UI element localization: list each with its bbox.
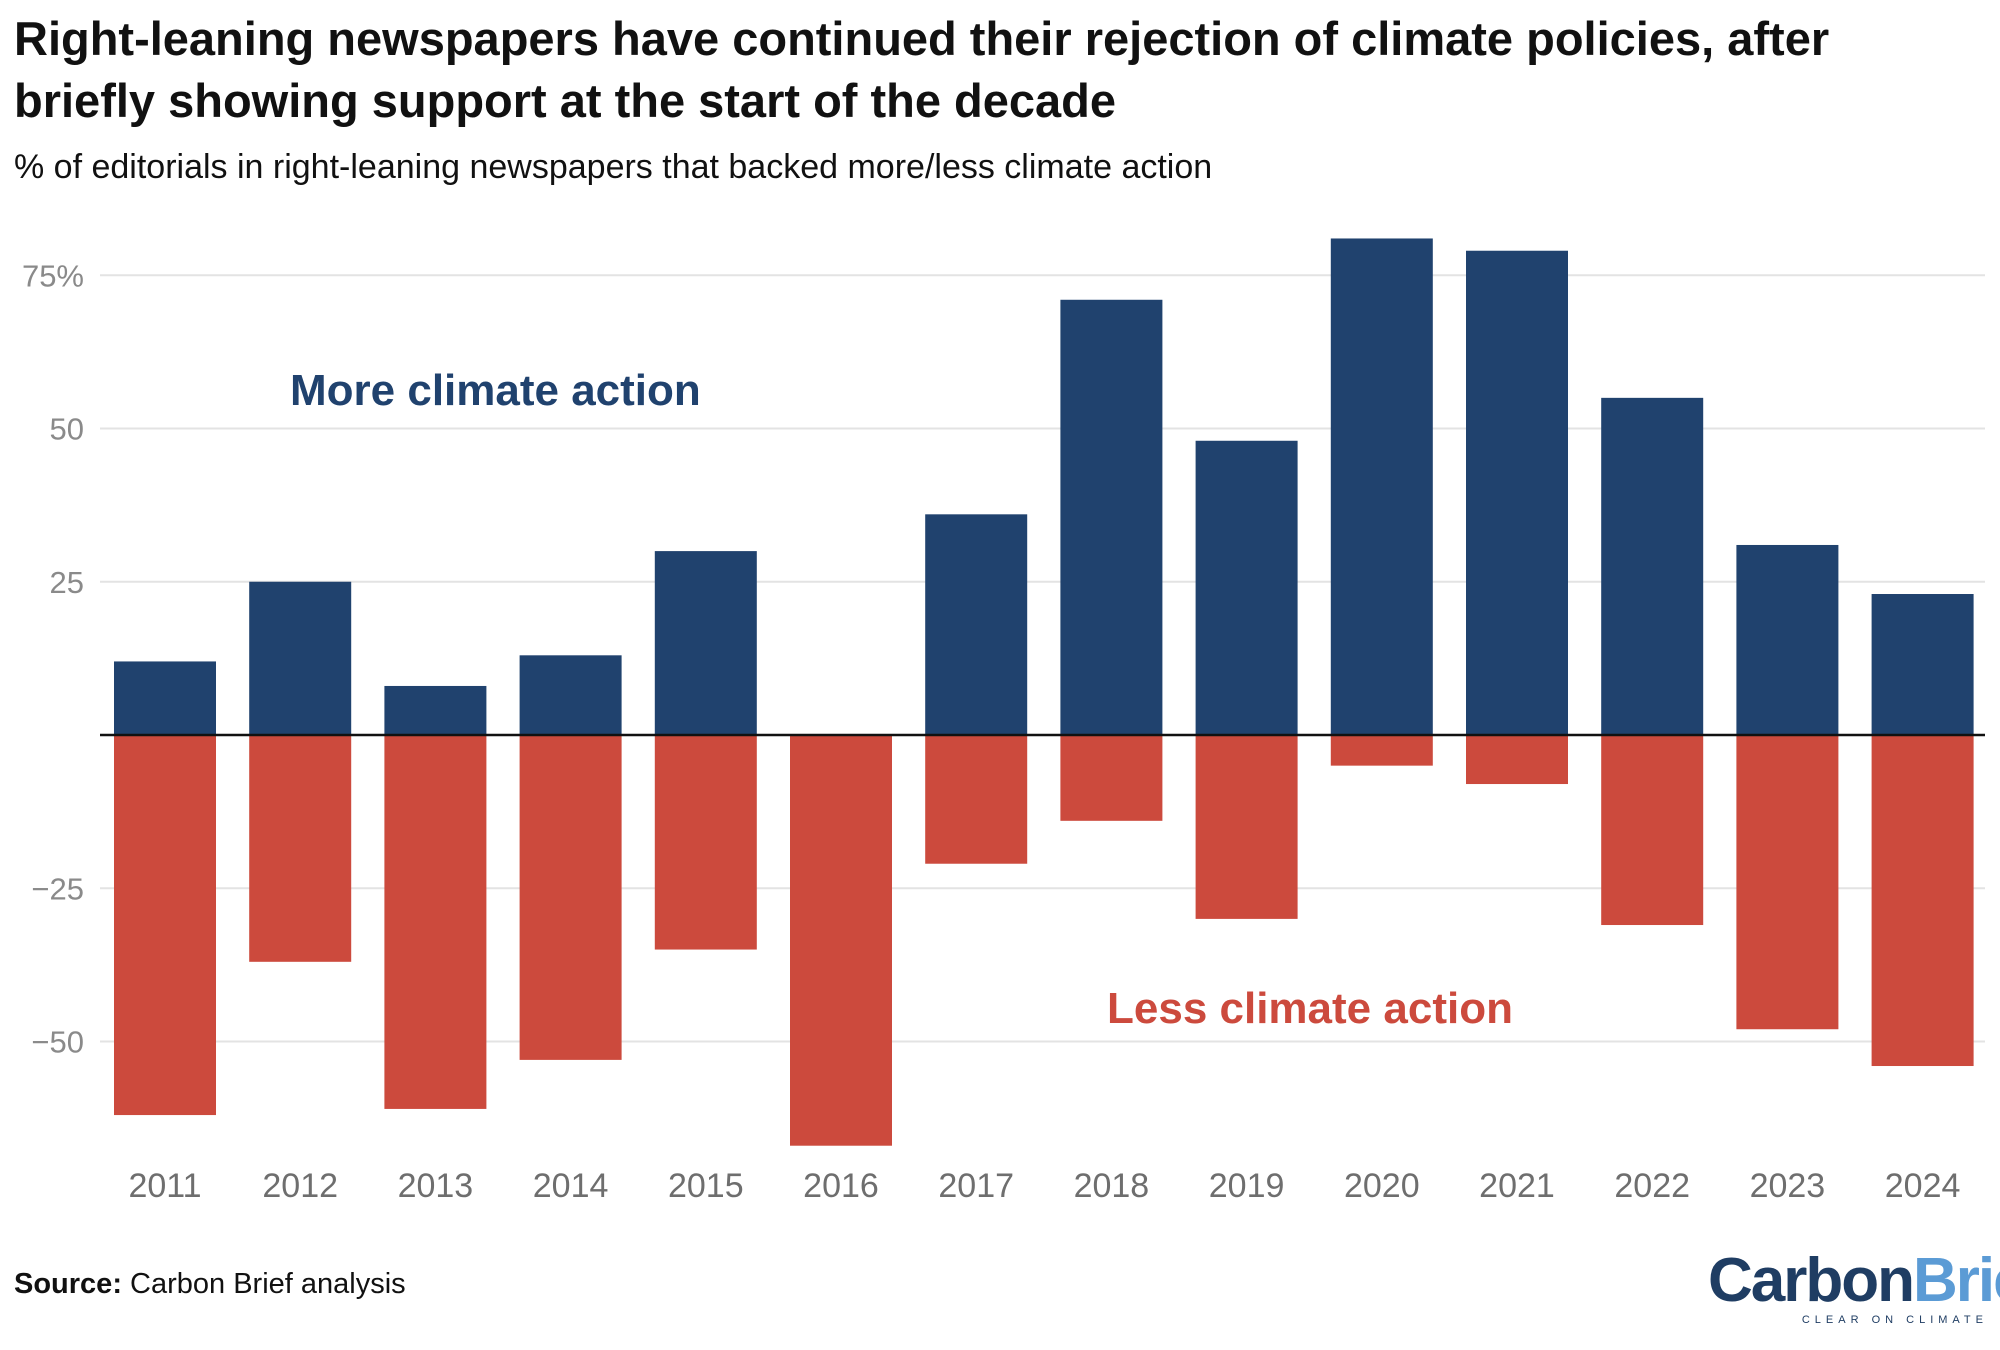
bar-more-2022 (1601, 397, 1704, 735)
x-tick-label: 2022 (1614, 1167, 1690, 1205)
bar-less-2018 (1060, 735, 1163, 821)
y-tick-label: 25 (50, 565, 84, 600)
bar-less-2022 (1601, 735, 1704, 926)
bar-more-2020 (1330, 238, 1433, 735)
logo-tagline: CLEAR ON CLIMATE (1801, 1314, 1988, 1326)
source-note: Source: Carbon Brief analysis (14, 1268, 406, 1301)
x-tick-label: 2020 (1344, 1167, 1420, 1205)
bar-more-2018 (1060, 299, 1163, 735)
bar-less-2023 (1736, 735, 1839, 1030)
x-tick-label: 2018 (1074, 1167, 1150, 1205)
bar-less-2014 (519, 735, 622, 1060)
bar-more-2011 (114, 661, 216, 735)
x-tick-label: 2021 (1479, 1167, 1555, 1205)
bar-more-2013 (384, 685, 487, 735)
bar-less-2017 (925, 735, 1028, 864)
axes: 75% 50 25 −25 −50 2011 2012 2013 2014 2015 2016 201… (22, 258, 1985, 1205)
y-tick-label: 50 (50, 412, 84, 447)
y-tick-label: −50 (31, 1025, 84, 1060)
x-tick-label: 2019 (1209, 1167, 1285, 1205)
bar-chart: 75% 50 25 −25 −50 2011 2012 2013 2014 2015 2016 201… (22, 238, 1985, 1205)
chart-title: Right-leaning newspapers have continued … (14, 12, 1830, 127)
logo-brief: Brief (1913, 1246, 2000, 1315)
bar-less-2024 (1871, 735, 1974, 1067)
x-tick-label: 2024 (1885, 1167, 1961, 1205)
bar-less-2011 (114, 735, 216, 1116)
x-tick-label: 2017 (938, 1167, 1014, 1205)
source-text: Carbon Brief analysis (130, 1268, 406, 1300)
bar-less-2020 (1330, 735, 1433, 766)
bar-more-2017 (925, 514, 1028, 735)
chart-subtitle: % of editorials in right-leaning newspap… (14, 148, 1213, 186)
bar-more-2021 (1466, 250, 1568, 736)
bar-less-2016 (790, 735, 892, 1146)
bars (114, 238, 1974, 1146)
labels: More climate action Less climate action (290, 366, 1513, 1033)
x-tick-label: 2015 (668, 1167, 744, 1205)
x-tick-label: 2012 (262, 1167, 338, 1205)
x-tick-label: 2016 (803, 1167, 879, 1205)
x-tick-label: 2011 (128, 1167, 201, 1205)
x-tick-label: 2023 (1750, 1167, 1826, 1205)
bar-less-2015 (654, 735, 757, 950)
bar-more-2024 (1871, 594, 1974, 735)
x-tick-label: 2013 (398, 1167, 474, 1205)
bar-more-2023 (1736, 544, 1839, 735)
bar-less-2013 (384, 735, 487, 1109)
bar-more-2012 (249, 581, 352, 735)
bar-less-2021 (1466, 735, 1568, 785)
bar-less-2012 (249, 735, 352, 962)
y-tick-label: −25 (31, 871, 84, 906)
y-tick-label: 75% (22, 258, 84, 293)
annotation-more: More climate action (290, 366, 701, 415)
bar-more-2019 (1195, 440, 1298, 735)
logo-carbon: Carbon (1708, 1246, 1915, 1315)
annotation-less: Less climate action (1107, 984, 1513, 1033)
bar-more-2014 (519, 655, 622, 735)
x-tick-label: 2014 (533, 1167, 609, 1205)
bar-less-2019 (1195, 735, 1298, 919)
source-label: Source: (14, 1268, 122, 1300)
bar-more-2015 (654, 551, 757, 735)
